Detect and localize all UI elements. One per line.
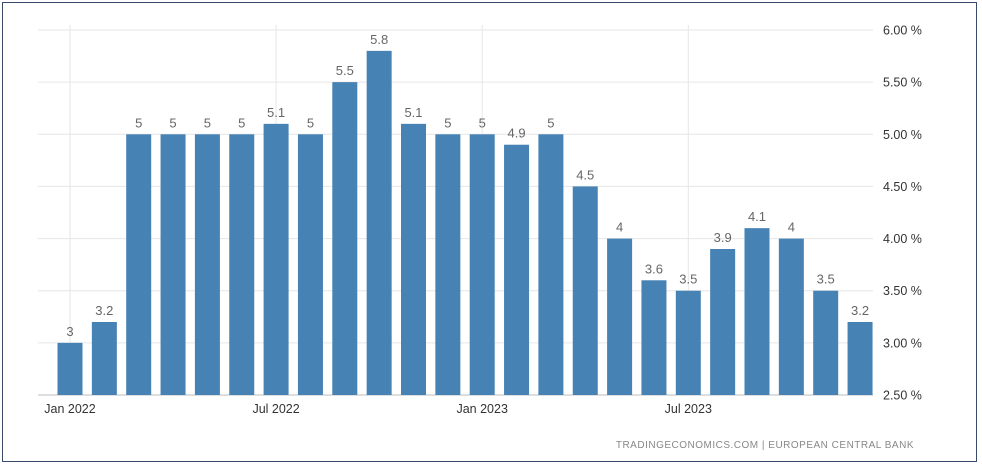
y-tick-label: 2.50 % xyxy=(883,389,922,403)
bar xyxy=(847,322,873,395)
bar xyxy=(572,186,598,395)
bar xyxy=(91,322,117,395)
data-label: 5.5 xyxy=(336,63,354,78)
x-tick-label: Jul 2022 xyxy=(252,402,299,416)
x-tick-label: Jan 2022 xyxy=(44,402,95,416)
bar xyxy=(675,290,701,395)
data-label: 5.1 xyxy=(404,105,422,120)
bar xyxy=(366,50,392,395)
y-tick-label: 6.00 % xyxy=(883,24,922,38)
bar xyxy=(710,249,736,395)
bar xyxy=(160,134,186,396)
data-label: 3.6 xyxy=(645,261,663,276)
bar xyxy=(194,134,220,396)
data-label: 5 xyxy=(135,115,142,130)
x-tick-label: Jan 2023 xyxy=(456,402,507,416)
data-label: 4.9 xyxy=(508,126,526,141)
y-tick-label: 3.00 % xyxy=(883,336,922,350)
y-tick-label: 5.00 % xyxy=(883,128,922,142)
data-label: 3.2 xyxy=(851,303,869,318)
chart-frame: 3 3.2 5 5 5 5 5.1 5 5.5 5.8 5.1 5 5 4.9 5 4.5 4 3.6 3.5 3.9… xyxy=(2,2,977,462)
y-tick-label: 4.50 % xyxy=(883,180,922,194)
data-label: 5.8 xyxy=(370,32,388,47)
y-tick-label: 3.50 % xyxy=(883,284,922,298)
data-label: 4 xyxy=(788,220,795,235)
bar xyxy=(229,134,255,396)
data-label: 5 xyxy=(444,115,451,130)
data-label: 3.2 xyxy=(95,303,113,318)
bar xyxy=(435,134,461,396)
bar xyxy=(607,238,633,395)
bar xyxy=(126,134,152,396)
data-label: 5 xyxy=(307,115,314,130)
data-label: 5.1 xyxy=(267,105,285,120)
data-label: 5 xyxy=(547,115,554,130)
source-attribution: TRADINGECONOMICS.COM | EUROPEAN CENTRAL … xyxy=(615,440,914,451)
data-label: 3 xyxy=(66,324,73,339)
bars xyxy=(57,50,873,396)
bar-chart: 3 3.2 5 5 5 5 5.1 5 5.5 5.8 5.1 5 5 4.9 5 4.5 4 3.6 3.5 3.9… xyxy=(38,24,922,416)
data-label: 5 xyxy=(238,115,245,130)
data-label: 3.9 xyxy=(714,230,732,245)
y-axis: 2.50 % 3.00 % 3.50 % 4.00 % 4.50 % 5.00 % 5.50… xyxy=(883,24,922,403)
bar xyxy=(401,123,426,395)
data-label: 4.1 xyxy=(748,209,766,224)
bar xyxy=(504,144,530,395)
bar xyxy=(538,134,564,396)
bar xyxy=(813,290,839,395)
y-tick-label: 5.50 % xyxy=(883,76,922,90)
x-axis: Jan 2022 Jul 2022 Jan 2023 Jul 2023 xyxy=(44,402,712,416)
y-tick-label: 4.00 % xyxy=(883,232,922,246)
data-label: 4.5 xyxy=(576,167,594,182)
data-label: 3.5 xyxy=(817,272,835,287)
bar xyxy=(57,342,83,395)
data-labels: 3 3.2 5 5 5 5 5.1 5 5.5 5.8 5.1 5 5 4.9 5 4.5 4 3.6 3.5 3.9… xyxy=(66,32,869,339)
bar xyxy=(641,280,667,395)
data-label: 5 xyxy=(204,115,211,130)
bar xyxy=(332,82,358,396)
bar xyxy=(263,123,289,395)
bar xyxy=(469,134,495,396)
data-label: 4 xyxy=(616,220,623,235)
data-label: 5 xyxy=(479,115,486,130)
bar xyxy=(744,228,770,395)
bar xyxy=(778,238,804,395)
bar xyxy=(297,134,323,396)
x-tick-label: Jul 2023 xyxy=(665,402,712,416)
data-label: 3.5 xyxy=(679,272,697,287)
data-label: 5 xyxy=(169,115,176,130)
